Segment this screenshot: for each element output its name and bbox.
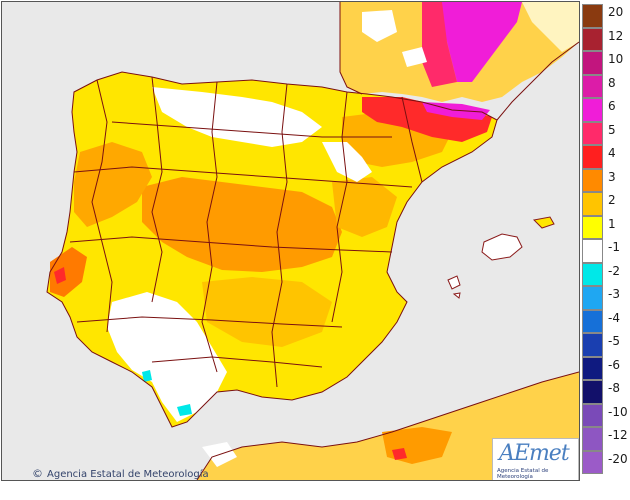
legend-swatch xyxy=(582,286,603,310)
legend-swatch xyxy=(582,309,603,333)
legend-label: -5 xyxy=(608,334,620,348)
legend-swatch xyxy=(582,192,603,216)
legend-swatch xyxy=(582,356,603,380)
mallorca xyxy=(481,233,523,261)
legend-label: 1 xyxy=(608,216,616,231)
alps-region xyxy=(522,2,579,52)
west-orange-area xyxy=(74,142,152,227)
legend-label: -1 xyxy=(608,240,620,254)
legend-swatch xyxy=(582,333,603,357)
credit-text: Agencia Estatal de Meteorología xyxy=(47,469,209,480)
legend-swatch xyxy=(582,27,603,51)
legend-swatch xyxy=(582,239,603,263)
legend-label: 2 xyxy=(608,193,616,207)
logo-subtitle: Agencia Estatal de Meteorología xyxy=(497,468,549,480)
legend-label: -20 xyxy=(608,451,628,466)
legend-label: 12 xyxy=(608,28,624,43)
legend-label: 8 xyxy=(608,75,616,90)
legend-swatch xyxy=(582,215,603,239)
aemet-logo: AEmet Agencia Estatal de Meteorología xyxy=(492,438,579,480)
legend-swatch xyxy=(582,450,603,474)
ibiza xyxy=(447,275,461,299)
legend-swatch xyxy=(582,403,603,427)
cyan-patch-south xyxy=(177,404,192,416)
legend-swatch xyxy=(582,427,603,451)
cyan-patch-west xyxy=(142,370,152,382)
legend-label: 10 xyxy=(608,52,624,66)
legend-swatch xyxy=(582,145,603,169)
menorca xyxy=(532,216,555,229)
france-white-patches xyxy=(362,10,427,67)
legend-swatch xyxy=(582,121,603,145)
legend-swatch xyxy=(582,74,603,98)
legend-label: -2 xyxy=(608,263,620,278)
ebro-white-area xyxy=(322,142,372,182)
france-warm-band xyxy=(422,2,457,87)
portugal-coast-orange xyxy=(50,247,87,297)
copyright-icon: © xyxy=(32,467,43,480)
north-white-area xyxy=(152,87,322,147)
legend-swatch xyxy=(582,168,603,192)
legend-label: 5 xyxy=(608,122,616,137)
guadalquivir-white xyxy=(142,342,212,397)
color-legend: 20 12 10 8 6 5 4 3 2 1 -1 -2 -3 -4 -5 -6 -8 -10 -12 -20 xyxy=(582,4,630,482)
legend-label: -8 xyxy=(608,381,620,395)
north-africa xyxy=(197,372,579,480)
map-area: © Agencia Estatal de Meteorología AEmet … xyxy=(1,1,580,481)
logo-wordmark: AEmet xyxy=(499,441,570,466)
province-borders xyxy=(46,71,498,428)
east-orange-area xyxy=(332,177,397,237)
legend-label: 3 xyxy=(608,169,616,184)
legend-swatch xyxy=(582,262,603,286)
temperature-anomaly-map xyxy=(2,2,579,480)
legend-swatch xyxy=(582,51,603,75)
legend-label: -6 xyxy=(608,357,620,372)
central-yellow-orange xyxy=(202,277,332,347)
legend-swatch xyxy=(582,4,603,28)
coastline-other xyxy=(196,2,579,480)
portugal-red-spot xyxy=(54,267,66,284)
legend-label: -3 xyxy=(608,287,620,301)
legend-label: -10 xyxy=(608,404,628,419)
pyrenees-red-area xyxy=(362,97,492,142)
legend-label: 20 xyxy=(608,5,624,19)
legend-swatch xyxy=(582,380,603,404)
legend-label: -4 xyxy=(608,310,620,325)
africa-red-spot xyxy=(392,448,407,460)
legend-label: 4 xyxy=(608,146,616,160)
legend-label: 6 xyxy=(608,99,616,113)
france-hot-core xyxy=(442,2,522,82)
legend-label: -12 xyxy=(608,428,628,442)
legend-swatch xyxy=(582,98,603,122)
